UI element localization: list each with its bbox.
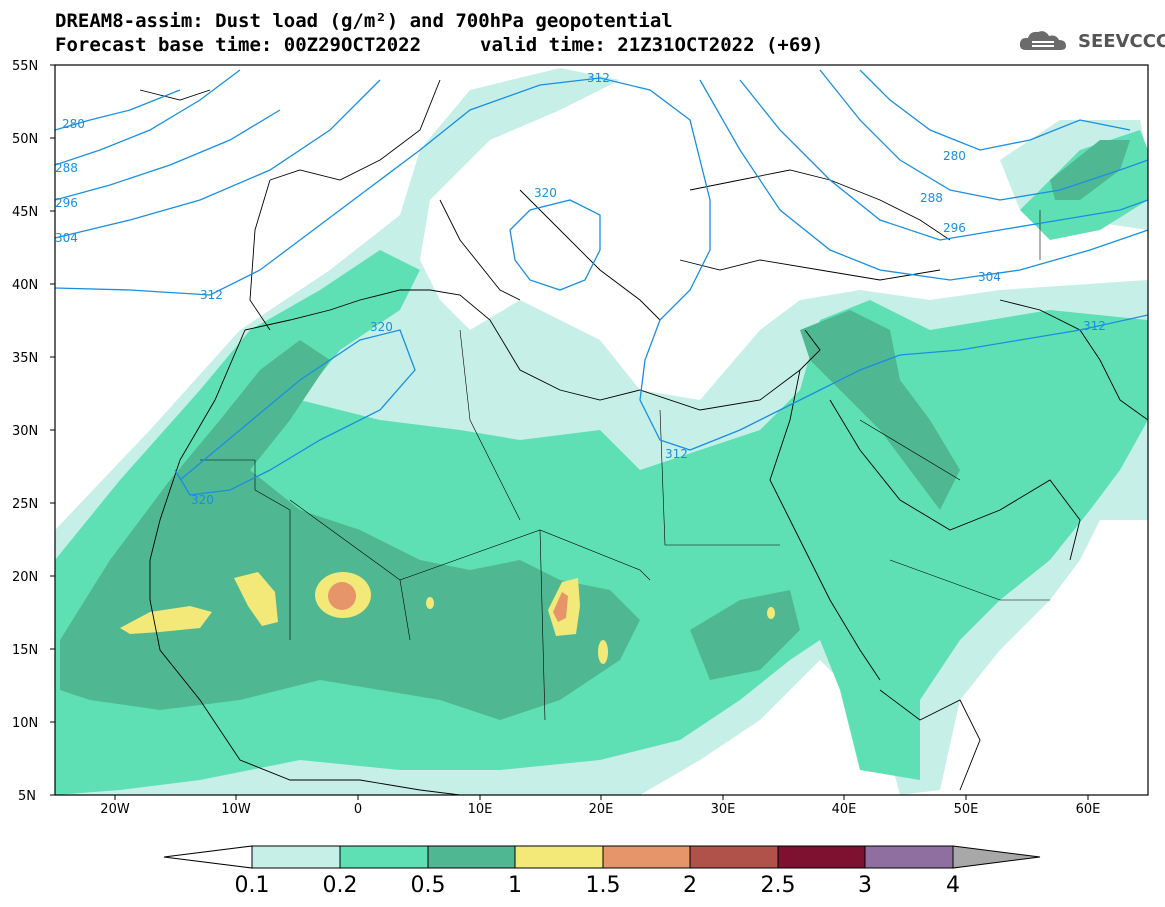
lat-ticks bbox=[50, 64, 55, 796]
contour-label: 320 bbox=[191, 493, 214, 507]
contour-label: 312 bbox=[665, 447, 688, 461]
contour-label: 320 bbox=[370, 320, 393, 334]
colorbar-swatch bbox=[602, 845, 691, 869]
colorbar-swatch bbox=[777, 845, 866, 869]
dust-band-1-dot2 bbox=[767, 607, 775, 619]
lon-label: 30E bbox=[711, 802, 736, 817]
contour-labels: 280 288 296 304 312 320 320 320 312 312 … bbox=[55, 71, 1106, 507]
contour-label: 304 bbox=[978, 270, 1001, 284]
colorbar-tick: 0.5 bbox=[411, 873, 446, 898]
lat-label: 40N bbox=[12, 278, 38, 293]
lon-label: 50E bbox=[954, 802, 979, 817]
dust-band-1-small bbox=[598, 640, 608, 664]
colorbar-tick: 0.1 bbox=[235, 873, 270, 898]
colorbar-high-arrow bbox=[952, 845, 1041, 869]
contour-label: 280 bbox=[62, 117, 85, 131]
colorbar-tick: 0.2 bbox=[323, 873, 358, 898]
cloud-logo-icon bbox=[1019, 31, 1066, 50]
country-borders bbox=[200, 210, 1050, 721]
map-title: DREAM8-assim: Dust load (g/m²) and 700hP… bbox=[55, 10, 673, 32]
longitude-axis: 20W 10W 0 10E 20E 30E 40E 50E 60E bbox=[100, 802, 1100, 817]
latitude-axis: 55N 50N 45N 40N 35N 30N 25N 20N 15N 10N … bbox=[12, 59, 38, 804]
lat-label: 20N bbox=[12, 570, 38, 585]
lon-label: 10W bbox=[221, 802, 251, 817]
lon-label: 20W bbox=[100, 802, 130, 817]
colorbar-swatch bbox=[689, 845, 779, 869]
lon-label: 0 bbox=[354, 802, 362, 817]
contour-label: 288 bbox=[920, 191, 943, 205]
lat-label: 30N bbox=[12, 424, 38, 439]
colorbar-swatch bbox=[514, 845, 604, 869]
contour-label: 312 bbox=[200, 288, 223, 302]
colorbar-tick: 3 bbox=[858, 873, 872, 898]
forecast-base-time: Forecast base time: 00Z29OCT2022 bbox=[55, 34, 422, 56]
colorbar-low-arrow bbox=[163, 845, 253, 869]
contour-label: 312 bbox=[587, 71, 610, 85]
colorbar-swatch bbox=[864, 845, 954, 869]
valid-time: valid time: 21Z31OCT2022 (+69) bbox=[480, 34, 824, 56]
dust-band-1-w bbox=[120, 606, 212, 634]
contour-label: 288 bbox=[55, 161, 78, 175]
contour-label: 296 bbox=[943, 221, 966, 235]
lat-label: 35N bbox=[12, 351, 38, 366]
contour-label: 312 bbox=[1083, 319, 1106, 333]
dust-field bbox=[55, 68, 1148, 795]
lat-label: 15N bbox=[12, 643, 38, 658]
colorbar-tick: 2 bbox=[683, 873, 697, 898]
colorbar bbox=[163, 845, 1041, 869]
lon-label: 10E bbox=[468, 802, 493, 817]
lat-label: 45N bbox=[12, 205, 38, 220]
seevccc-logo: SEEVCCC bbox=[1018, 28, 1165, 54]
lon-ticks bbox=[114, 795, 1089, 800]
logo-text: SEEVCCC bbox=[1078, 30, 1165, 52]
colorbar-tick: 1 bbox=[508, 873, 522, 898]
colorbar-swatch bbox=[339, 845, 429, 869]
lat-label: 55N bbox=[12, 59, 38, 74]
dust-band-0.5-west bbox=[60, 340, 640, 720]
geopotential-contours bbox=[55, 69, 1148, 496]
colorbar-swatch bbox=[427, 845, 516, 869]
lat-label: 10N bbox=[12, 716, 38, 731]
dust-band-1.5-chad bbox=[553, 592, 568, 622]
colorbar-tick: 4 bbox=[946, 873, 960, 898]
lon-label: 60E bbox=[1076, 802, 1101, 817]
dust-band-0.5-ne bbox=[1050, 140, 1130, 200]
colorbar-labels: 0.1 0.2 0.5 1 1.5 2 2.5 3 4 bbox=[235, 873, 961, 898]
contour-label: 320 bbox=[534, 186, 557, 200]
colorbar-swatch bbox=[251, 845, 341, 869]
lat-label: 5N bbox=[18, 789, 36, 804]
lat-label: 50N bbox=[12, 132, 38, 147]
dust-band-1.5-center bbox=[328, 582, 356, 610]
lon-label: 40E bbox=[832, 802, 857, 817]
contour-label: 280 bbox=[943, 149, 966, 163]
lat-label: 25N bbox=[12, 497, 38, 512]
dust-band-1-mali bbox=[234, 572, 278, 626]
colorbar-tick: 2.5 bbox=[761, 873, 796, 898]
dust-band-1-dot bbox=[426, 597, 434, 609]
dust-band-0.5-iraq bbox=[800, 310, 960, 510]
contour-label: 296 bbox=[55, 196, 78, 210]
contour-label: 304 bbox=[55, 231, 78, 245]
colorbar-tick: 1.5 bbox=[586, 873, 621, 898]
lon-label: 20E bbox=[589, 802, 614, 817]
